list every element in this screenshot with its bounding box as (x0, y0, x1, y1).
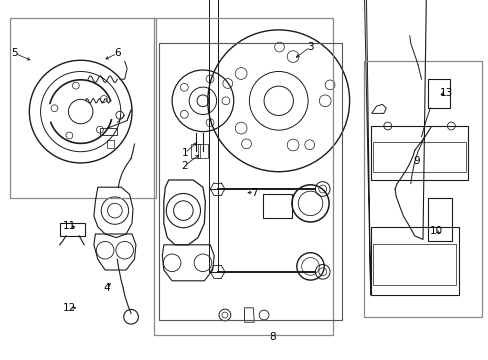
Bar (370, 126, 468, 180)
Text: 12: 12 (62, 303, 76, 313)
Text: 5: 5 (11, 48, 18, 58)
Bar (427, 79, 449, 108)
Bar (159, 43, 342, 320)
Text: 9: 9 (412, 156, 419, 166)
Bar (10, 18, 156, 198)
Bar (427, 198, 451, 241)
Text: 13: 13 (438, 88, 452, 98)
Text: 1: 1 (181, 148, 188, 158)
Bar (198, 144, 207, 158)
Bar (208, 0, 217, 272)
Bar (263, 194, 292, 218)
Text: 7: 7 (250, 188, 257, 198)
Text: 4: 4 (103, 283, 110, 293)
Bar (370, 227, 458, 295)
Bar (372, 244, 455, 285)
Bar (106, 140, 114, 148)
Text: 8: 8 (269, 332, 276, 342)
Text: 10: 10 (429, 226, 442, 236)
Bar (190, 144, 200, 158)
Bar (60, 223, 84, 236)
Text: 2: 2 (181, 161, 188, 171)
Bar (154, 18, 332, 335)
Text: 3: 3 (306, 42, 313, 52)
Text: 11: 11 (62, 221, 76, 231)
Bar (208, 0, 217, 189)
Bar (100, 128, 117, 135)
Text: 6: 6 (114, 48, 121, 58)
Bar (364, 61, 481, 317)
Bar (372, 142, 465, 172)
